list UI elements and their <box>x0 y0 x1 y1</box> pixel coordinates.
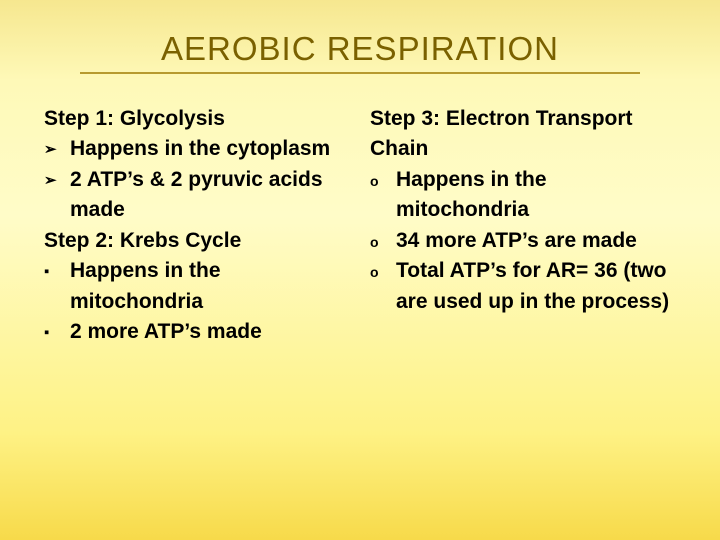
list-item: ▪ Happens in the mitochondria <box>44 256 350 317</box>
step2-heading: Step 2: Krebs Cycle <box>44 226 350 256</box>
list-item: o 34 more ATP’s are made <box>370 226 676 256</box>
list-item: o Total ATP’s for AR= 36 (two are used u… <box>370 256 676 317</box>
bullet-text: 2 ATP’s & 2 pyruvic acids made <box>70 165 350 226</box>
list-item: ➢ Happens in the cytoplasm <box>44 134 350 164</box>
bullet-square-icon: ▪ <box>44 256 70 283</box>
slide: AEROBIC RESPIRATION Step 1: Glycolysis ➢… <box>0 0 720 540</box>
bullet-hollow-icon: o <box>370 226 396 252</box>
bullet-text: 34 more ATP’s are made <box>396 226 676 256</box>
step3-heading: Step 3: Electron Transport Chain <box>370 104 676 165</box>
step1-heading: Step 1: Glycolysis <box>44 104 350 134</box>
list-item: ▪ 2 more ATP’s made <box>44 317 350 347</box>
list-item: o Happens in the mitochondria <box>370 165 676 226</box>
slide-title: AEROBIC RESPIRATION <box>80 30 640 74</box>
bullet-text: 2 more ATP’s made <box>70 317 350 347</box>
bullet-text: Happens in the mitochondria <box>70 256 350 317</box>
bullet-hollow-icon: o <box>370 256 396 282</box>
right-column: Step 3: Electron Transport Chain o Happe… <box>370 104 676 348</box>
bullet-arrow-icon: ➢ <box>44 165 70 192</box>
bullet-text: Happens in the mitochondria <box>396 165 676 226</box>
content-columns: Step 1: Glycolysis ➢ Happens in the cyto… <box>40 104 680 348</box>
bullet-text: Happens in the cytoplasm <box>70 134 350 164</box>
title-container: AEROBIC RESPIRATION <box>40 30 680 74</box>
bullet-hollow-icon: o <box>370 165 396 191</box>
bullet-text: Total ATP’s for AR= 36 (two are used up … <box>396 256 676 317</box>
bullet-square-icon: ▪ <box>44 317 70 344</box>
left-column: Step 1: Glycolysis ➢ Happens in the cyto… <box>44 104 350 348</box>
bullet-arrow-icon: ➢ <box>44 134 70 161</box>
list-item: ➢ 2 ATP’s & 2 pyruvic acids made <box>44 165 350 226</box>
